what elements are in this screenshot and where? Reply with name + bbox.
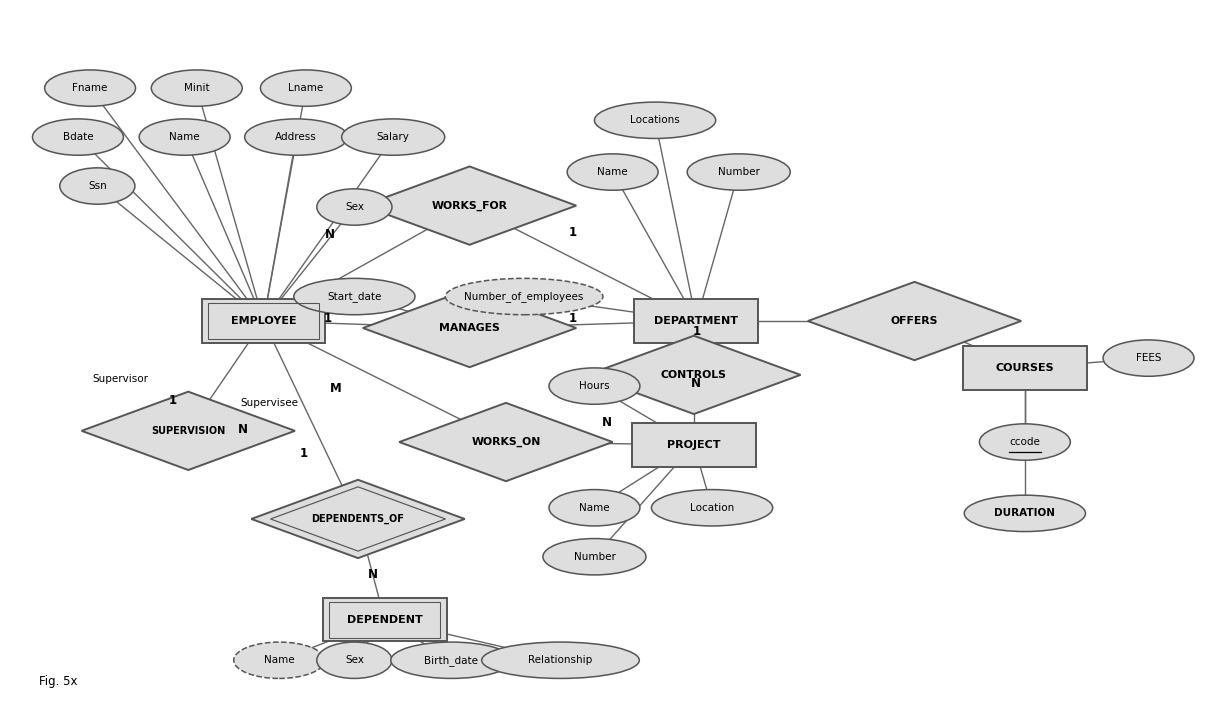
Text: 1: 1 — [692, 325, 700, 338]
Text: Name: Name — [579, 503, 610, 513]
Polygon shape — [82, 392, 295, 470]
Text: 1: 1 — [300, 448, 307, 460]
Text: Birth_date: Birth_date — [424, 655, 479, 666]
Text: Lname: Lname — [289, 83, 324, 93]
Text: DEPENDENT: DEPENDENT — [347, 615, 423, 625]
Text: 1: 1 — [168, 393, 177, 407]
Ellipse shape — [261, 70, 351, 106]
Text: N: N — [692, 377, 702, 391]
Text: Bdate: Bdate — [62, 132, 94, 142]
Text: Minit: Minit — [184, 83, 209, 93]
Ellipse shape — [139, 119, 230, 155]
Text: Supervisee: Supervisee — [240, 398, 298, 408]
Polygon shape — [363, 289, 576, 367]
Text: Hours: Hours — [579, 381, 610, 391]
Ellipse shape — [33, 119, 123, 155]
Ellipse shape — [294, 278, 415, 314]
Text: DURATION: DURATION — [994, 508, 1055, 518]
FancyBboxPatch shape — [202, 300, 325, 343]
Text: Number_of_employees: Number_of_employees — [464, 291, 583, 302]
Ellipse shape — [543, 539, 646, 575]
Ellipse shape — [687, 154, 790, 190]
FancyBboxPatch shape — [635, 300, 758, 343]
Text: Sex: Sex — [345, 202, 364, 212]
Text: WORKS_ON: WORKS_ON — [471, 437, 541, 447]
Ellipse shape — [342, 119, 445, 155]
Polygon shape — [251, 480, 465, 558]
Text: Locations: Locations — [630, 116, 680, 125]
Ellipse shape — [391, 642, 512, 678]
FancyBboxPatch shape — [632, 423, 755, 467]
Polygon shape — [400, 403, 613, 482]
Text: SUPERVISION: SUPERVISION — [151, 426, 225, 436]
Ellipse shape — [549, 368, 639, 404]
Polygon shape — [587, 336, 800, 414]
Ellipse shape — [317, 642, 392, 678]
FancyBboxPatch shape — [323, 598, 447, 642]
Polygon shape — [363, 166, 576, 245]
Text: MANAGES: MANAGES — [440, 323, 499, 333]
Text: Sex: Sex — [345, 655, 364, 666]
Ellipse shape — [245, 119, 347, 155]
Text: Number: Number — [574, 552, 615, 562]
Polygon shape — [808, 282, 1021, 360]
Ellipse shape — [594, 102, 716, 138]
Ellipse shape — [45, 70, 135, 106]
Ellipse shape — [151, 70, 242, 106]
Ellipse shape — [446, 278, 603, 314]
Text: EMPLOYEE: EMPLOYEE — [230, 316, 296, 326]
Text: N: N — [238, 423, 247, 436]
Text: 1: 1 — [569, 312, 576, 326]
Text: N: N — [325, 228, 335, 242]
Ellipse shape — [965, 495, 1085, 532]
Ellipse shape — [1104, 340, 1194, 376]
Text: 1: 1 — [324, 312, 331, 326]
Text: Fig. 5x: Fig. 5x — [39, 675, 78, 688]
Ellipse shape — [549, 489, 639, 526]
Text: N: N — [368, 568, 378, 582]
Text: Relationship: Relationship — [529, 655, 593, 666]
Text: OFFERS: OFFERS — [890, 316, 938, 326]
Ellipse shape — [317, 189, 392, 225]
Text: CONTROLS: CONTROLS — [661, 370, 727, 380]
Text: Name: Name — [264, 655, 295, 666]
Ellipse shape — [481, 642, 639, 678]
Ellipse shape — [979, 424, 1071, 460]
Text: Ssn: Ssn — [88, 181, 107, 191]
Text: DEPENDENTS_OF: DEPENDENTS_OF — [312, 514, 404, 524]
Ellipse shape — [568, 154, 658, 190]
Text: N: N — [602, 416, 611, 429]
Text: Salary: Salary — [376, 132, 409, 142]
Text: Supervisor: Supervisor — [93, 374, 149, 384]
Text: COURSES: COURSES — [995, 363, 1055, 373]
Ellipse shape — [652, 489, 772, 526]
Text: FEES: FEES — [1136, 353, 1161, 363]
Text: Fname: Fname — [72, 83, 107, 93]
Text: Name: Name — [169, 132, 200, 142]
FancyBboxPatch shape — [963, 346, 1086, 390]
Text: M: M — [330, 382, 342, 396]
Text: PROJECT: PROJECT — [667, 440, 721, 450]
Text: 1: 1 — [569, 226, 576, 239]
Ellipse shape — [234, 642, 325, 678]
Text: Number: Number — [717, 167, 760, 177]
Text: Start_date: Start_date — [328, 291, 381, 302]
Ellipse shape — [60, 168, 135, 204]
Text: ccode: ccode — [1010, 437, 1040, 447]
Text: DEPARTMENT: DEPARTMENT — [654, 316, 738, 326]
Text: WORKS_FOR: WORKS_FOR — [431, 200, 508, 211]
Text: Location: Location — [689, 503, 734, 513]
Text: Name: Name — [597, 167, 628, 177]
Text: Address: Address — [275, 132, 317, 142]
